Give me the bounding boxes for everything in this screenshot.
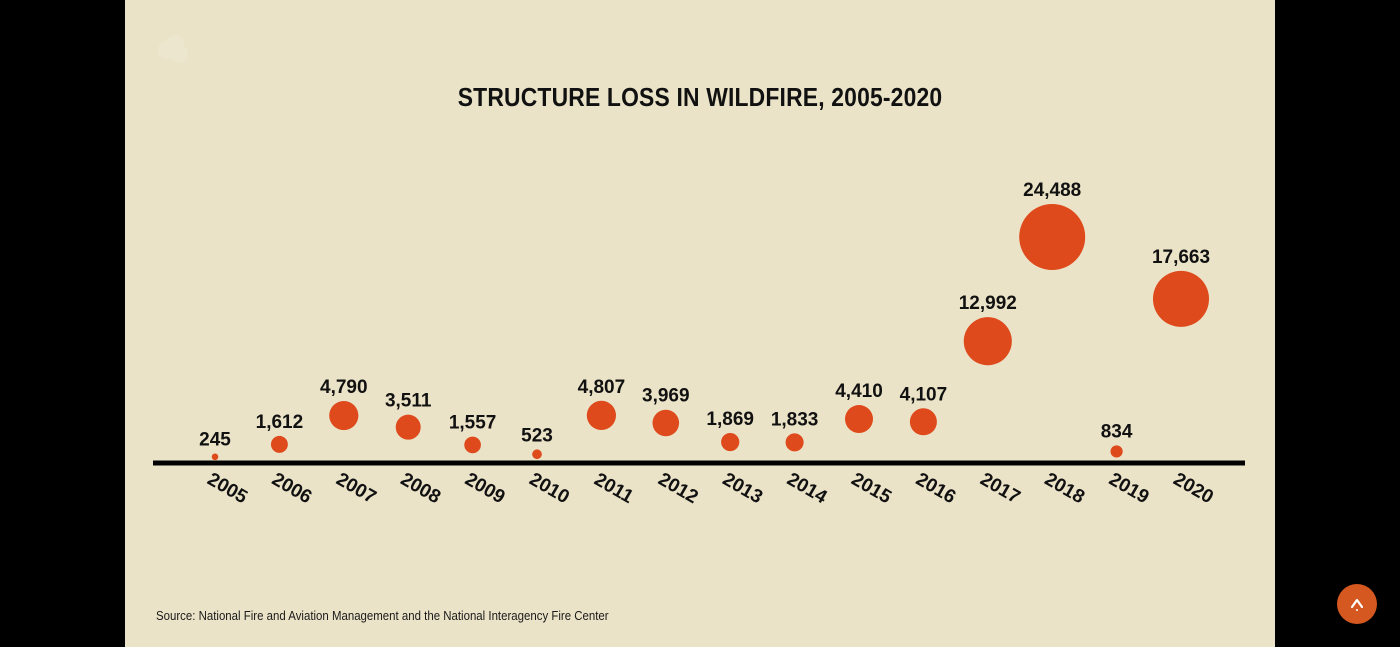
x-tick-2009: 2009	[461, 469, 508, 508]
x-tick-2017: 2017	[976, 469, 1023, 508]
x-tick-2015: 2015	[848, 469, 895, 509]
bubble-2008	[395, 414, 421, 440]
value-label-2010: 523	[521, 425, 553, 446]
value-label-2011: 4,807	[578, 377, 626, 398]
bubble-2019	[1110, 445, 1123, 458]
value-label-2014: 1,833	[771, 409, 819, 430]
bubble-chart: 245 2005 1,612 2006 4,790 2007 3,511 2008 1,557 2…	[153, 180, 1245, 509]
bubble-2013	[721, 432, 740, 452]
x-tick-2018: 2018	[1041, 469, 1088, 508]
x-tick-2010: 2010	[526, 469, 573, 508]
value-label-2015: 4,410	[835, 381, 883, 402]
bubble-2006	[270, 435, 288, 453]
bubble-2005	[211, 453, 219, 461]
bubble-2015	[844, 405, 874, 434]
bubble-2016	[909, 408, 937, 436]
x-tick-2011: 2011	[591, 469, 638, 508]
x-tick-2007: 2007	[332, 469, 379, 508]
bubble-2011	[586, 400, 617, 431]
value-label-2019: 834	[1101, 421, 1133, 442]
value-label-2005: 245	[199, 429, 231, 450]
chevron-up-icon	[1350, 598, 1364, 611]
source-note: Source: National Fire and Aviation Manag…	[156, 608, 609, 623]
value-label-2017: 12,992	[959, 293, 1017, 314]
x-tick-2014: 2014	[783, 469, 830, 509]
chart-title: STRUCTURE LOSS IN WILDFIRE, 2005-2020	[457, 82, 943, 112]
bubble-2007	[329, 400, 359, 431]
value-label-2016: 4,107	[900, 384, 948, 405]
bubble-2017	[963, 317, 1012, 366]
logo-icon	[158, 35, 188, 63]
x-tick-2005: 2005	[204, 469, 251, 509]
x-tick-2020: 2020	[1170, 469, 1217, 508]
bubble-2014	[785, 433, 804, 452]
bubble-2012	[652, 409, 680, 437]
value-label-2009: 1,557	[449, 413, 497, 434]
chart-panel: STRUCTURE LOSS IN WILDFIRE, 2005-2020 24…	[125, 0, 1275, 647]
x-tick-2008: 2008	[397, 469, 444, 508]
x-tick-2019: 2019	[1105, 469, 1152, 508]
x-tick-2013: 2013	[719, 469, 766, 508]
scroll-to-top-button[interactable]	[1337, 584, 1377, 624]
bubble-2009	[464, 436, 481, 454]
value-label-2012: 3,969	[642, 386, 690, 407]
x-tick-2012: 2012	[654, 469, 701, 508]
value-label-2018: 24,488	[1023, 180, 1081, 201]
value-label-2008: 3,511	[385, 391, 432, 412]
value-label-2020: 17,663	[1152, 247, 1210, 268]
x-tick-2006: 2006	[268, 469, 315, 508]
bubble-2018	[1019, 204, 1086, 270]
value-label-2007: 4,790	[320, 377, 368, 398]
bubble-2020	[1152, 270, 1210, 327]
value-label-2006: 1,612	[256, 412, 304, 433]
value-label-2013: 1,869	[706, 409, 754, 430]
bubble-2010	[532, 449, 542, 460]
x-tick-2016: 2016	[912, 469, 959, 508]
